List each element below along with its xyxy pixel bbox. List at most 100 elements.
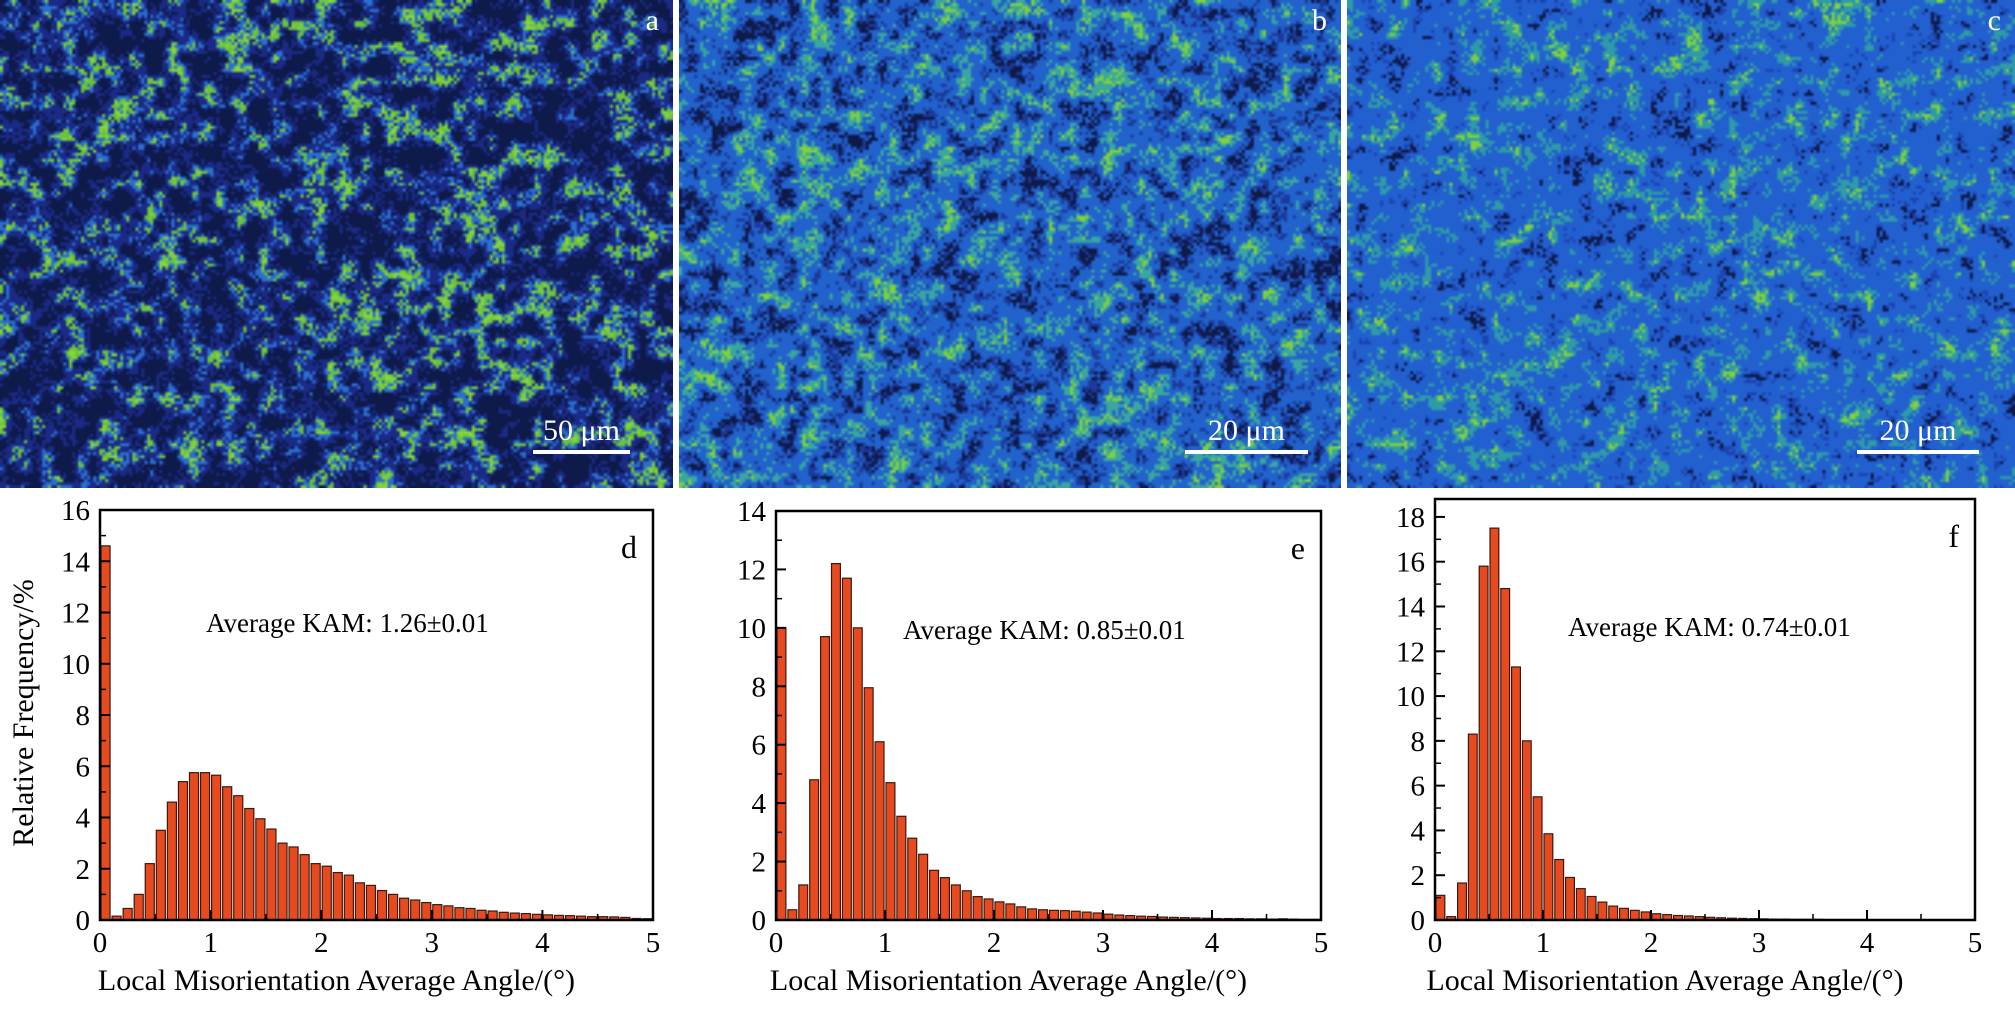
average-kam-annotation: Average KAM: 1.26±0.01 xyxy=(206,608,489,638)
histogram-bar xyxy=(133,893,144,921)
x-tick-label: 3 xyxy=(1096,927,1111,959)
histogram-bar xyxy=(1005,903,1016,921)
histogram-bar xyxy=(222,786,233,921)
histogram-bar xyxy=(255,818,266,921)
histogram-bar xyxy=(1500,587,1511,921)
y-tick-label: 2 xyxy=(76,854,91,886)
x-tick-label: 4 xyxy=(1205,927,1220,959)
histogram-bar xyxy=(100,545,111,921)
histogram-bar xyxy=(819,636,831,921)
histogram-bar xyxy=(841,577,852,921)
panel-letter: a xyxy=(645,4,659,37)
histogram-bar xyxy=(1564,876,1575,921)
x-tick-label: 0 xyxy=(1428,927,1443,959)
x-axis-title: Local Misorientation Average Angle/(°) xyxy=(770,964,1247,997)
histogram-bar xyxy=(1575,888,1586,921)
x-tick-label: 2 xyxy=(1644,927,1659,959)
kam-map-c: c 20 μm xyxy=(1347,0,2015,488)
y-tick-label: 10 xyxy=(61,649,90,681)
histogram-bar xyxy=(830,562,841,921)
histogram-bar xyxy=(266,828,277,921)
histogram-bar xyxy=(166,801,178,921)
panel-letter: b xyxy=(1312,4,1327,37)
histogram-bar xyxy=(332,871,343,921)
x-tick-label: 5 xyxy=(1314,927,1329,959)
histogram-bar xyxy=(321,865,332,921)
histogram-bar xyxy=(885,782,896,921)
y-tick-label: 6 xyxy=(752,730,767,762)
histogram-bar xyxy=(1037,909,1049,921)
x-tick-label: 1 xyxy=(878,927,893,959)
histogram-bar xyxy=(277,842,288,921)
histogram-bar xyxy=(1435,894,1446,921)
y-tick-label: 4 xyxy=(752,788,767,820)
histogram-bar xyxy=(144,863,155,921)
histogram-bar xyxy=(1027,908,1038,921)
panel-letter: c xyxy=(1987,4,2001,37)
y-tick-label: 12 xyxy=(61,598,90,630)
x-tick-label: 1 xyxy=(1536,927,1551,959)
scale-bar-label: 20 μm xyxy=(1208,414,1285,447)
y-tick-label: 16 xyxy=(61,495,90,527)
histogram-bar xyxy=(177,781,189,921)
y-axis-title: Relative Frequency/% xyxy=(7,579,40,846)
x-axis-title: Local Misorientation Average Angle/(°) xyxy=(98,964,575,997)
histogram-bar xyxy=(122,907,133,921)
y-tick-label: 8 xyxy=(752,671,767,703)
y-tick-label: 10 xyxy=(1396,681,1425,713)
histogram-bar xyxy=(399,897,410,921)
x-tick-label: 4 xyxy=(535,927,550,959)
histogram-bar xyxy=(798,884,809,921)
histogram-bar xyxy=(387,893,399,921)
kam-map-a: a 50 μm xyxy=(0,0,673,488)
histogram-bar xyxy=(1456,882,1467,921)
x-tick-label: 1 xyxy=(203,927,218,959)
histogram-bar xyxy=(994,901,1005,921)
y-tick-label: 8 xyxy=(1411,726,1426,758)
histogram-bar xyxy=(365,884,377,921)
histogram-bar xyxy=(1510,666,1521,921)
y-tick-label: 14 xyxy=(1396,591,1426,623)
histogram-bar xyxy=(918,853,929,921)
histogram-bar xyxy=(1478,565,1489,921)
histogram-bar xyxy=(1629,909,1640,921)
x-tick-label: 2 xyxy=(314,927,329,959)
y-tick-label: 14 xyxy=(61,546,91,578)
histogram-bar xyxy=(1016,906,1027,921)
scale-bar: 50 μm xyxy=(533,414,630,454)
x-axis-title: Local Misorientation Average Angle/(°) xyxy=(1426,964,1903,997)
histogram-bar xyxy=(244,807,255,921)
scale-bar: 20 μm xyxy=(1185,414,1308,454)
kam-map-image xyxy=(1347,0,2015,488)
histogram-bar xyxy=(155,829,166,921)
x-tick-label: 0 xyxy=(769,927,784,959)
histogram-bar xyxy=(809,779,820,921)
y-tick-label: 2 xyxy=(1411,860,1426,892)
histogram-bar xyxy=(787,909,798,921)
x-tick-label: 3 xyxy=(425,927,440,959)
y-tick-label: 12 xyxy=(737,554,766,586)
histogram-bar xyxy=(211,774,222,921)
y-tick-label: 12 xyxy=(1396,636,1425,668)
histogram-bar xyxy=(288,846,299,921)
histogram-bar xyxy=(1048,909,1059,921)
histogram-bar xyxy=(443,905,454,921)
histogram-bar xyxy=(907,837,918,921)
histogram-bar xyxy=(465,907,476,921)
y-tick-label: 4 xyxy=(1411,815,1426,847)
y-tick-label: 0 xyxy=(752,905,767,937)
y-tick-label: 2 xyxy=(752,847,767,879)
histogram-bar xyxy=(310,863,321,921)
histogram-bar xyxy=(1467,733,1478,921)
histogram-bar xyxy=(939,877,950,921)
histogram-bar xyxy=(863,687,874,921)
histogram-bar xyxy=(1608,905,1619,921)
histogram-bar xyxy=(1521,740,1532,921)
y-tick-label: 4 xyxy=(76,803,91,835)
y-tick-label: 0 xyxy=(76,905,91,937)
scale-bar: 20 μm xyxy=(1857,414,1979,454)
histogram-bar xyxy=(476,909,487,921)
kam-map-b: b 20 μm xyxy=(679,0,1341,488)
